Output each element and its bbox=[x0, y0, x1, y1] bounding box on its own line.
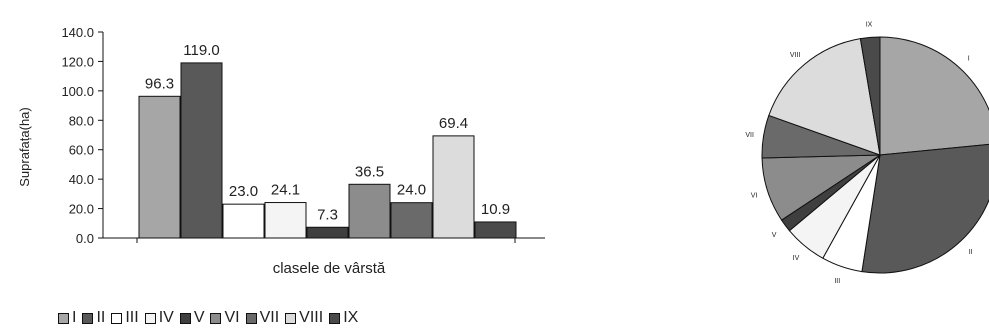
bar-VII bbox=[390, 202, 433, 239]
legend-swatch bbox=[111, 312, 123, 324]
pie-label-IV: IV bbox=[793, 255, 800, 262]
y-tick-label: 60.0 bbox=[69, 143, 94, 158]
bar-IV bbox=[264, 202, 307, 239]
bar-chart: 0.0 20.0 40.0 60.0 80.0 100.0 120.0 140.0 96.3 1… bbox=[17, 25, 545, 277]
y-tick-label: 20.0 bbox=[69, 202, 94, 217]
y-tick-label: 100.0 bbox=[61, 84, 94, 99]
data-labels: 96.3 119.0 23.0 24.1 7.3 36.5 24.0 69.4 10.9 bbox=[145, 42, 510, 223]
pie-label-IX: IX bbox=[866, 21, 873, 28]
data-label-III: 23.0 bbox=[229, 183, 258, 200]
y-tick-label: 0.0 bbox=[76, 231, 94, 246]
bar-VIII bbox=[432, 135, 475, 239]
legend-item-V: V bbox=[179, 309, 205, 327]
data-label-VII: 24.0 bbox=[397, 182, 426, 199]
pie-slice-IX bbox=[859, 36, 881, 156]
y-tick-label: 120.0 bbox=[61, 54, 94, 69]
pie-slice-II bbox=[861, 143, 989, 274]
data-label-IX: 10.9 bbox=[481, 201, 510, 218]
legend-label: V bbox=[193, 309, 205, 326]
legend-swatch bbox=[179, 312, 191, 324]
pie-label-II: II bbox=[969, 249, 973, 256]
legend-swatch bbox=[82, 312, 94, 324]
pie-label-V: V bbox=[772, 232, 777, 239]
legend-swatch bbox=[285, 312, 297, 324]
pie-label-VI: VI bbox=[751, 193, 758, 200]
legend-swatch bbox=[210, 312, 222, 324]
y-tick-label: 140.0 bbox=[61, 25, 94, 40]
legend-swatch bbox=[144, 312, 156, 324]
legend-label: IV bbox=[158, 309, 174, 326]
pie-slice-VIII bbox=[768, 38, 881, 156]
bar-III bbox=[222, 203, 265, 239]
bar-V bbox=[306, 226, 349, 239]
legend-label: VI bbox=[224, 309, 240, 326]
legend-item-II: II bbox=[82, 309, 105, 327]
pie-label-VIII: VIII bbox=[790, 52, 801, 59]
legend-item-VIII: VIII bbox=[285, 309, 323, 327]
legend-swatch bbox=[329, 312, 341, 324]
data-label-IV: 24.1 bbox=[271, 182, 300, 199]
legend-label: I bbox=[72, 309, 77, 326]
bar-I bbox=[138, 95, 181, 239]
legend-item-IX: IX bbox=[329, 309, 358, 327]
legend-label: VII bbox=[259, 309, 280, 326]
legend-item-VI: VI bbox=[210, 309, 240, 327]
legend-item-I: I bbox=[58, 309, 76, 327]
legend-item-VII: VII bbox=[245, 309, 280, 327]
y-tick-label: 40.0 bbox=[69, 172, 94, 187]
legend-swatch bbox=[58, 312, 69, 324]
pie-slice-I bbox=[879, 36, 989, 156]
pie-label-III: III bbox=[834, 278, 840, 285]
bar-IX bbox=[474, 221, 517, 239]
legend-label: III bbox=[125, 309, 139, 326]
data-label-V: 7.3 bbox=[317, 206, 338, 223]
bar-VI bbox=[348, 183, 391, 239]
data-label-VI: 36.5 bbox=[355, 163, 384, 180]
legend-swatch bbox=[245, 312, 257, 324]
legend-item-IV: IV bbox=[144, 309, 174, 327]
legend: I II III IV V VI VII VIII IX bbox=[58, 309, 364, 327]
bar-II bbox=[180, 62, 223, 239]
x-axis-title: clasele de vârstă bbox=[273, 260, 386, 277]
y-tick-label: 80.0 bbox=[69, 113, 94, 128]
data-label-II: 119.0 bbox=[183, 42, 219, 59]
legend-label: II bbox=[96, 309, 106, 326]
data-label-I: 96.3 bbox=[145, 75, 174, 92]
bars bbox=[138, 62, 517, 239]
data-label-VIII: 69.4 bbox=[439, 115, 468, 132]
y-axis-ticks: 0.0 20.0 40.0 60.0 80.0 100.0 120.0 140.0 bbox=[61, 25, 516, 246]
legend-item-III: III bbox=[111, 309, 139, 327]
pie-slices bbox=[761, 36, 989, 274]
legend-label: IX bbox=[343, 309, 359, 326]
legend-label: VIII bbox=[299, 309, 324, 326]
pie-label-I: I bbox=[968, 55, 970, 62]
pie-label-VII: VII bbox=[745, 132, 754, 139]
y-axis-title: Suprafața(ha) bbox=[17, 107, 32, 187]
